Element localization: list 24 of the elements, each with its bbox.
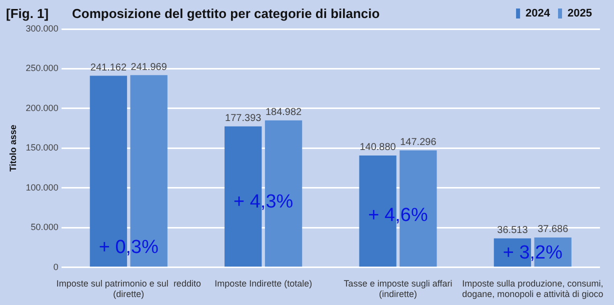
- y-tick-label: 250.000: [26, 63, 58, 74]
- y-tick-label: 300.000: [26, 23, 58, 34]
- x-tick-label: Imposte sulla produzione, consumi, dogane, monopoli e attività di gioco: [462, 278, 604, 300]
- legend-label: 2024: [526, 8, 551, 20]
- legend-label: 2025: [568, 8, 592, 20]
- y-tick-label: 100.000: [26, 182, 58, 192]
- data-label: 147.296: [400, 137, 437, 148]
- y-axis-title: Titolo asse: [8, 124, 18, 172]
- x-tick-label: Imposte sul patrimonio e sul reddito (dirette): [56, 278, 201, 300]
- chart-title: Composizione del gettito per categorie di bilancio: [72, 6, 380, 21]
- data-label: 241.969: [130, 62, 168, 73]
- x-tick-label: Tasse e imposte sugli affari (indirette): [344, 278, 452, 300]
- y-tick-label: 50.000: [30, 222, 58, 232]
- data-label: 241.162: [90, 62, 127, 74]
- y-tick-label: 200.000: [26, 102, 58, 113]
- data-label: 37.686: [538, 224, 569, 236]
- data-label: 184.982: [265, 107, 302, 118]
- data-label: 140.880: [360, 142, 396, 154]
- data-label: 177.393: [225, 113, 262, 124]
- text: [Fig. 1]: [6, 6, 49, 21]
- x-tick-label: Imposte Indirette (totale): [214, 278, 312, 288]
- y-tick-label: 150.000: [26, 142, 58, 153]
- data-label: 36.513: [497, 225, 528, 236]
- y-tick-label: 0: [53, 262, 58, 272]
